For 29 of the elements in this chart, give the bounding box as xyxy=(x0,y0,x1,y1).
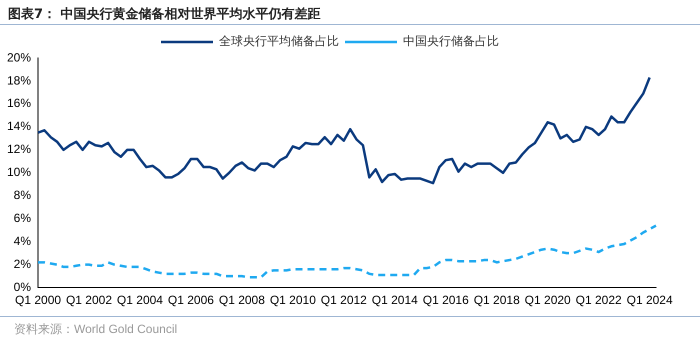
y-tick-label: 16% xyxy=(6,96,32,110)
x-tick-label: Q1 2016 xyxy=(422,293,470,308)
x-tick-label: Q1 2014 xyxy=(372,293,418,308)
y-tick-label: 12% xyxy=(6,142,32,156)
legend-label: 中国央行储备占比 xyxy=(403,34,499,48)
x-tick-label: Q1 2020 xyxy=(524,293,572,308)
text: 资料来源：World Gold Council xyxy=(14,321,178,338)
x-tick-label: Q1 2010 xyxy=(270,293,316,308)
y-tick-label: 18% xyxy=(6,73,32,88)
x-tick-label: Q1 2004 xyxy=(116,293,164,308)
x-tick-label: Q1 2018 xyxy=(474,293,520,308)
x-tick-label: Q1 2022 xyxy=(576,293,622,308)
x-tick-label: Q1 2006 xyxy=(168,293,214,308)
legend-label: 全球央行平均储备占比 xyxy=(219,34,339,48)
y-tick-label: 10% xyxy=(6,165,32,180)
y-tick-label: 20% xyxy=(6,50,32,64)
y-tick-label: 14% xyxy=(6,119,32,134)
x-tick-label: Q1 2002 xyxy=(66,293,112,308)
x-tick-label: Q1 2012 xyxy=(320,293,368,308)
x-tick-label: Q1 2008 xyxy=(218,293,266,308)
y-tick-label: 0% xyxy=(14,280,32,294)
x-tick-label: Q1 2024 xyxy=(626,293,673,308)
chart-title: 图表7： 中国央行黄金储备相对世界平均水平仍有差距 xyxy=(8,6,321,23)
x-tick-label: Q1 2000 xyxy=(14,293,62,308)
y-tick-label: 8% xyxy=(14,188,32,202)
y-tick-label: 2% xyxy=(14,256,32,271)
y-tick-label: 6% xyxy=(14,211,32,226)
y-tick-label: 4% xyxy=(14,234,32,248)
line-series xyxy=(36,224,658,279)
